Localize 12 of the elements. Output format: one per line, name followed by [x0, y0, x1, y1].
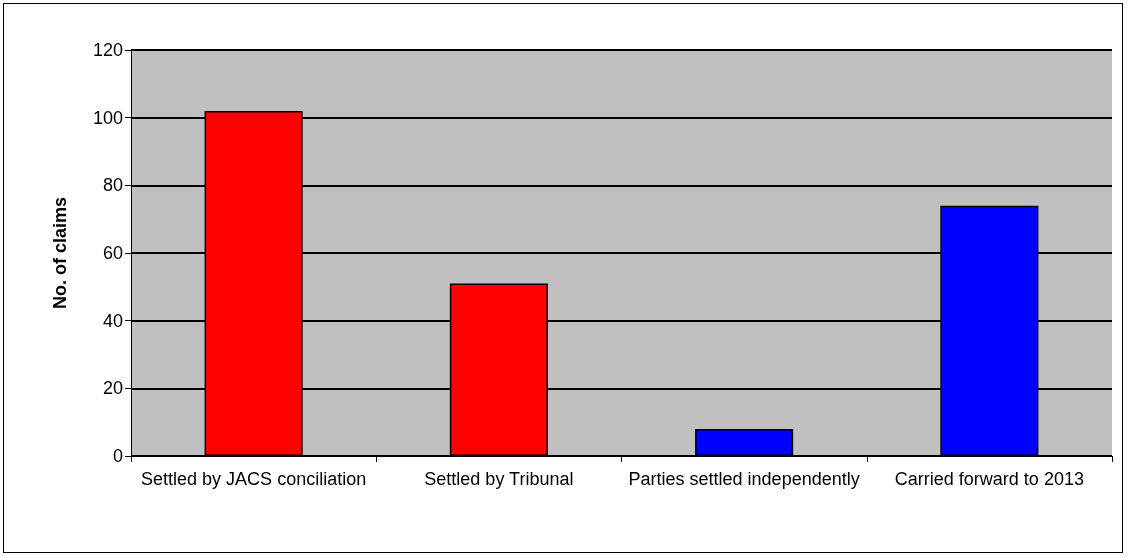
y-tick-label: 0	[112, 446, 123, 466]
x-tick-label: Settled by JACS conciliation	[141, 469, 367, 489]
y-tick-label: 40	[102, 310, 123, 331]
y-tick-label: 100	[92, 107, 123, 128]
y-tick-label: 20	[102, 378, 123, 399]
y-axis-title: No. of claims	[50, 196, 70, 310]
y-tick-label: 80	[102, 175, 123, 196]
x-tick-label: Settled by Tribunal	[424, 469, 574, 489]
x-tick-label: Parties settled independently	[628, 469, 860, 489]
y-tick-label: 60	[102, 243, 123, 263]
x-tick-label: Carried forward to 2013	[894, 469, 1084, 489]
y-tick-label: 120	[92, 40, 123, 60]
